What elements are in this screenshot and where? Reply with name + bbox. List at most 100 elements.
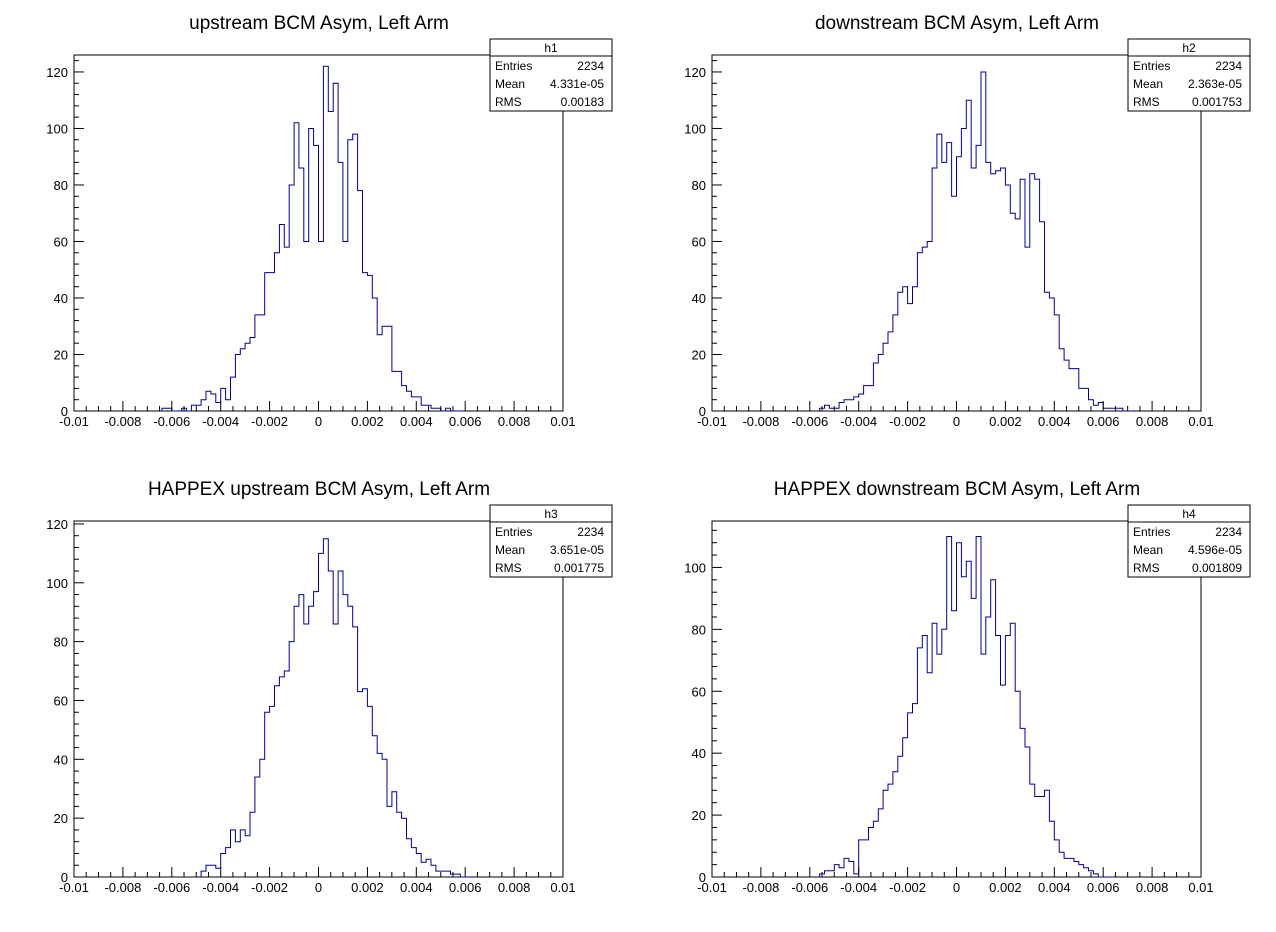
- stats-box-key: RMS: [1133, 95, 1160, 109]
- x-tick-label: 0.004: [400, 880, 433, 895]
- x-tick-label: 0.01: [1188, 414, 1213, 429]
- x-tick-label: -0.01: [59, 414, 89, 429]
- y-tick-label: 80: [692, 178, 706, 193]
- x-tick-label: 0.002: [351, 414, 384, 429]
- x-tick-label: -0.006: [791, 880, 828, 895]
- x-tick-label: -0.008: [104, 880, 141, 895]
- y-tick-label: 0: [699, 870, 706, 885]
- stats-box-value: 3.651e-05: [550, 543, 604, 557]
- y-tick-label: 20: [692, 347, 706, 362]
- histogram-panel-2: downstream BCM Asym, Left Arm -0.01 -0.008…: [684, 13, 1251, 429]
- y-tick-label: 60: [692, 234, 706, 249]
- x-tick-label: -0.002: [889, 414, 926, 429]
- stats-box-frame: [1127, 504, 1251, 578]
- x-tick-label: 0.004: [1038, 414, 1071, 429]
- stats-box-value: 2234: [1215, 525, 1242, 539]
- x-tick-label: -0.006: [791, 414, 828, 429]
- stats-box-key: Mean: [495, 543, 525, 557]
- y-tick-label: 20: [54, 347, 68, 362]
- x-tick-label: 0.008: [498, 880, 531, 895]
- y-tick-label: 120: [684, 65, 706, 80]
- y-tick-label: 0: [61, 404, 68, 419]
- y-tick-label: 0: [61, 870, 68, 885]
- x-tick-label: -0.008: [742, 880, 779, 895]
- stats-box-key: RMS: [1133, 561, 1160, 575]
- x-tick-label: 0: [315, 880, 322, 895]
- stats-box: h3 Entries 2234 Mean 3.651e-05 RMS 0.001775: [489, 504, 613, 578]
- y-tick-label: 100: [684, 121, 706, 136]
- panel-title: upstream BCM Asym, Left Arm: [189, 13, 449, 34]
- y-tick-label: 0: [699, 404, 706, 419]
- x-tick-label: -0.006: [153, 880, 190, 895]
- stats-box-key: Entries: [495, 525, 532, 539]
- x-tick-label: 0.008: [1136, 880, 1169, 895]
- y-tick-label: 60: [54, 234, 68, 249]
- x-tick-label: 0.002: [989, 880, 1022, 895]
- x-tick-label: 0.01: [1188, 880, 1213, 895]
- y-tick-label: 100: [46, 576, 68, 591]
- x-tick-label: 0.002: [351, 880, 384, 895]
- y-tick-label: 80: [54, 178, 68, 193]
- stats-box: h2 Entries 2234 Mean 2.363e-05 RMS 0.001753: [1127, 38, 1251, 112]
- y-tick-label: 40: [692, 291, 706, 306]
- stats-box-frame: [1127, 38, 1251, 112]
- stats-box: h1 Entries 2234 Mean 4.331e-05 RMS 0.00183: [489, 38, 613, 112]
- histogram-panel-1: upstream BCM Asym, Left Arm -0.01 -0.008 -0…: [46, 13, 613, 429]
- histogram-series: [200, 538, 471, 878]
- x-tick-label: -0.002: [251, 880, 288, 895]
- stats-box-key: Entries: [495, 59, 532, 73]
- stats-box-key: Entries: [1133, 59, 1170, 73]
- y-tick-label: 80: [692, 622, 706, 637]
- x-tick-label: -0.002: [251, 414, 288, 429]
- y-tick-label: 120: [46, 517, 68, 532]
- x-tick-label: 0.006: [1087, 414, 1120, 429]
- x-tick-label: 0.006: [449, 414, 482, 429]
- stats-box-value: 2234: [577, 525, 604, 539]
- stats-box-name: h4: [1182, 507, 1196, 521]
- x-tick-label: 0.008: [1136, 414, 1169, 429]
- x-tick-label: 0: [315, 414, 322, 429]
- x-tick-label: -0.004: [840, 414, 877, 429]
- x-tick-label: -0.004: [202, 880, 239, 895]
- histogram-series: [819, 536, 1113, 878]
- y-tick-label: 40: [54, 752, 68, 767]
- stats-box-value: 2234: [577, 59, 604, 73]
- y-tick-label: 20: [692, 808, 706, 823]
- x-tick-label: -0.004: [202, 414, 239, 429]
- x-tick-label: 0: [953, 414, 960, 429]
- y-tick-label: 120: [46, 65, 68, 80]
- stats-box-value: 0.001809: [1192, 561, 1242, 575]
- x-tick-label: -0.008: [104, 414, 141, 429]
- y-tick-label: 60: [54, 693, 68, 708]
- x-tick-label: -0.01: [59, 880, 89, 895]
- stats-box-name: h2: [1182, 41, 1196, 55]
- stats-box-key: Mean: [1133, 543, 1163, 557]
- y-tick-label: 20: [54, 811, 68, 826]
- x-tick-label: -0.002: [889, 880, 926, 895]
- stats-box-value: 0.001753: [1192, 95, 1242, 109]
- x-tick-label: 0: [953, 880, 960, 895]
- x-tick-label: -0.01: [697, 414, 727, 429]
- stats-box-frame: [489, 504, 613, 578]
- stats-box-frame: [489, 38, 613, 112]
- stats-box-key: Entries: [1133, 525, 1170, 539]
- x-tick-label: -0.008: [742, 414, 779, 429]
- x-tick-label: -0.004: [840, 880, 877, 895]
- x-tick-label: -0.006: [153, 414, 190, 429]
- stats-box-value: 4.331e-05: [550, 77, 604, 91]
- stats-box-value: 0.001775: [554, 561, 604, 575]
- panel-title: HAPPEX upstream BCM Asym, Left Arm: [148, 479, 490, 500]
- x-tick-label: 0.01: [550, 880, 575, 895]
- stats-box-key: RMS: [495, 95, 522, 109]
- x-tick-label: 0.004: [400, 414, 433, 429]
- x-tick-label: 0.01: [550, 414, 575, 429]
- stats-box-name: h3: [544, 507, 558, 521]
- stats-box-key: RMS: [495, 561, 522, 575]
- stats-box-value: 2.363e-05: [1188, 77, 1242, 91]
- y-tick-label: 40: [54, 291, 68, 306]
- stats-box-key: Mean: [1133, 77, 1163, 91]
- stats-box-value: 2234: [1215, 59, 1242, 73]
- y-tick-label: 100: [684, 560, 706, 575]
- x-tick-label: 0.004: [1038, 880, 1071, 895]
